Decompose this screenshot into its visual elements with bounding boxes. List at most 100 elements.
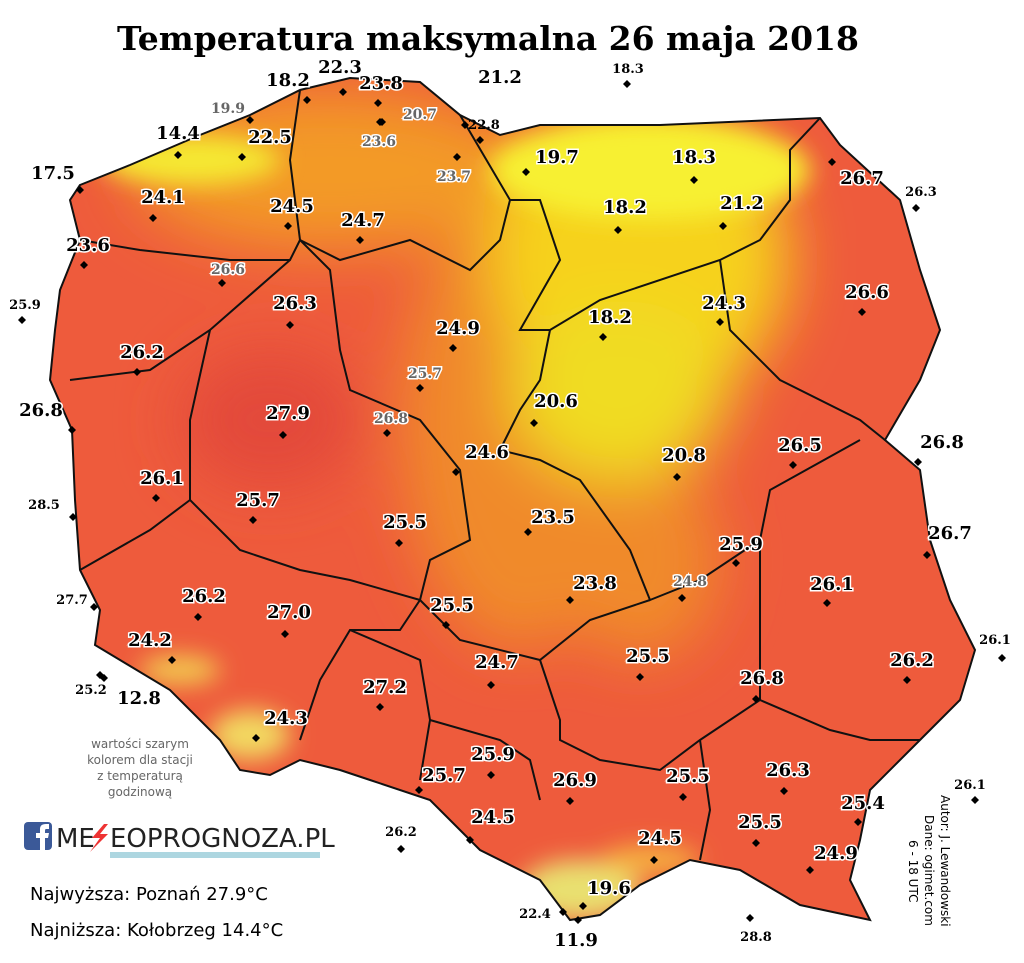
station-temperature: 24.7 — [475, 652, 519, 673]
station-temperature: 26.9 — [553, 770, 597, 791]
station-temperature: 25.9 — [471, 744, 515, 765]
station-dot — [690, 176, 698, 184]
station-temperature: 24.3 — [702, 293, 746, 314]
station-temperature: 26.8 — [19, 400, 63, 421]
station-dot — [246, 116, 254, 124]
station-temperature: 26.2 — [182, 586, 226, 607]
station-temperature: 14.4 — [156, 123, 200, 144]
station-dot — [252, 734, 260, 742]
station-dot — [415, 786, 423, 794]
station-temperature: 21.2 — [720, 193, 764, 214]
station-temperature: 26.3 — [905, 185, 937, 200]
station-dot — [579, 902, 587, 910]
note: wartości szarym kolorem dla stacji z tem… — [87, 737, 193, 799]
station-dot — [476, 136, 484, 144]
station-dot — [90, 603, 98, 611]
station-dot — [149, 214, 157, 222]
station-dot — [566, 596, 574, 604]
station-temperature: 24.9 — [436, 318, 480, 339]
station-dot — [823, 599, 831, 607]
station-temperature: 27.0 — [267, 602, 311, 623]
station-dot — [80, 261, 88, 269]
station-temperature: 25.7 — [408, 366, 442, 382]
station-dot — [678, 594, 686, 602]
logo-text: ME — [56, 824, 95, 854]
station-temperature: 25.4 — [841, 793, 885, 814]
station-temperature: 26.7 — [928, 523, 972, 544]
station-temperature: 24.5 — [638, 828, 682, 849]
station-dot — [76, 186, 84, 194]
station-dot — [487, 681, 495, 689]
station-temperature: 23.7 — [437, 169, 471, 185]
station-temperature: 21.2 — [478, 67, 522, 88]
station-dot — [914, 458, 922, 466]
station-dot — [858, 308, 866, 316]
station-temperature: 26.3 — [766, 760, 810, 781]
note-line: wartości szarym — [91, 737, 189, 751]
station-dot — [174, 151, 182, 159]
station-temperature: 26.6 — [211, 262, 245, 278]
station-temperature: 27.7 — [56, 593, 88, 608]
stations: 18.222.323.820.723.621.2 18.319.914.4 22.5… — [9, 56, 1011, 953]
station-dot — [249, 516, 257, 524]
station-temperature: 12.8 — [117, 688, 161, 709]
station-temperature: 24.6 — [465, 442, 509, 463]
station-temperature: 25.7 — [236, 490, 280, 511]
station-temperature: 25.5 — [626, 646, 670, 667]
station-temperature: 25.5 — [666, 766, 710, 787]
station-temperature: 19.7 — [535, 147, 579, 168]
station-dot — [100, 674, 108, 682]
station-dot — [284, 222, 292, 230]
credit-line: 6 - 18 UTC — [906, 840, 920, 902]
station-dot — [566, 797, 574, 805]
station-temperature: 20.6 — [534, 391, 578, 412]
logo-bolt — [90, 824, 108, 852]
logo-text: EOPROGNOZA.PL — [110, 824, 335, 854]
station-dot — [923, 551, 931, 559]
station-dot — [376, 703, 384, 711]
station-temperature: 18.2 — [603, 197, 647, 218]
station-temperature: 25.2 — [75, 683, 107, 698]
station-dot — [356, 236, 364, 244]
station-dot — [912, 204, 920, 212]
station-temperature: 26.1 — [140, 468, 184, 489]
station-temperature: 25.7 — [422, 765, 466, 786]
station-dot — [806, 866, 814, 874]
station-temperature: 27.2 — [363, 677, 407, 698]
map-title: Temperatura maksymalna 26 maja 2018 — [117, 19, 859, 58]
station-temperature: 24.9 — [814, 843, 858, 864]
station-temperature: 23.5 — [531, 507, 575, 528]
station-temperature: 18.3 — [672, 147, 716, 168]
station-temperature: 11.9 — [554, 930, 598, 951]
station-dot — [378, 118, 386, 126]
station-dot — [395, 539, 403, 547]
station-dot — [530, 419, 538, 427]
station-dot — [69, 513, 77, 521]
note-line: kolorem dla stacji — [87, 753, 193, 767]
station-dot — [716, 318, 724, 326]
station-temperature: 26.8 — [920, 432, 964, 453]
credits: Autor: J. Lewandowski Dane: ogimet.com 6… — [906, 795, 952, 927]
station-temperature: 23.8 — [573, 573, 617, 594]
station-dot — [466, 836, 474, 844]
logo: ME EOPROGNOZA.PL — [24, 822, 335, 858]
station-dot — [487, 771, 495, 779]
station-temperature: 25.9 — [719, 534, 763, 555]
station-temperature: 26.2 — [385, 825, 417, 840]
min-text: Najniższa: Kołobrzeg 14.4°C — [30, 920, 283, 941]
station-temperature: 18.2 — [588, 307, 632, 328]
credit-line: Autor: J. Lewandowski — [938, 795, 952, 927]
station-dot — [68, 426, 76, 434]
station-dot — [168, 656, 176, 664]
station-temperature: 25.5 — [383, 512, 427, 533]
station-dot — [636, 673, 644, 681]
station-temperature: 26.1 — [954, 778, 986, 793]
station-temperature: 25.9 — [9, 298, 41, 313]
station-dot — [574, 916, 582, 924]
note-line: godzinową — [108, 785, 172, 799]
station-temperature: 25.5 — [430, 595, 474, 616]
station-temperature: 18.2 — [266, 70, 310, 91]
station-temperature: 17.5 — [31, 163, 75, 184]
station-dot — [449, 344, 457, 352]
station-temperature: 23.6 — [362, 134, 396, 150]
